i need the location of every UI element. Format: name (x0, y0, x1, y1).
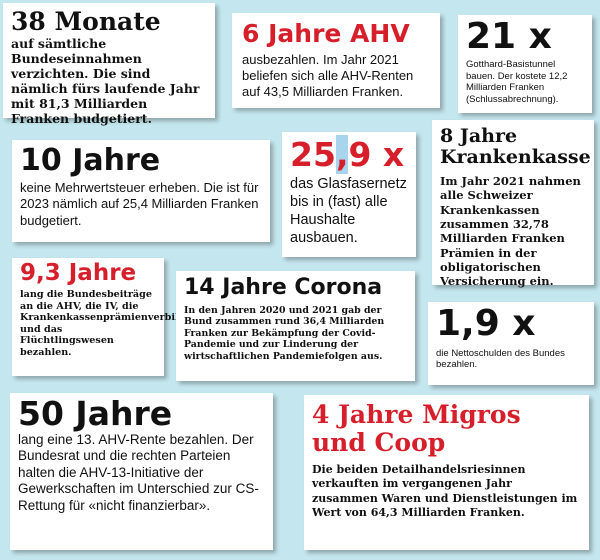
card-text: ausbezahlen. Im Jahr 2021 beliefen sich … (242, 52, 414, 99)
card-title: 50 Jahre (18, 394, 173, 433)
card-21x: 21 x Gotthard-Basistunnel bauen. Der kos… (458, 15, 592, 113)
card-title: 6 Jahre AHV (242, 19, 410, 48)
card-4-jahre-migros-coop: 4 Jahre Migros und Coop Die beiden Detai… (304, 395, 589, 550)
card-title: 25,9 x (290, 135, 408, 174)
card-text: die Nettoschulden des Bundes bezahlen. (436, 348, 565, 371)
card-text: lang die Bundesbeiträge an die AHV, die … (20, 289, 227, 358)
title-part: 9 x (348, 135, 405, 174)
card-text: lang eine 13. AHV-Rente bezahlen. Der Bu… (18, 432, 259, 513)
card-text: keine Mehrwertsteuer erheben. Die ist fü… (20, 180, 259, 228)
card-title: 21 x (466, 16, 552, 57)
card-title: 38 Monate (11, 7, 161, 36)
card-14-jahre-corona: 14 Jahre Corona In den Jahren 2020 und 2… (176, 271, 415, 381)
card-title: 9,3 Jahre (20, 260, 137, 286)
card-8-jahre-krankenkasse: 8 Jahre Krankenkasse Im Jahr 2021 nahmen… (432, 120, 594, 288)
card-text: das Glasfasernetz bis in (fast) alle Hau… (290, 176, 407, 247)
card-title: 4 Jahre Migros und Coop (312, 400, 521, 457)
card-50-jahre: 50 Jahre lang eine 13. AHV-Rente bezahle… (10, 393, 273, 550)
card-10-jahre: 10 Jahre keine Mehrwertsteuer erheben. D… (12, 140, 270, 242)
card-text: Die beiden Detailhandelsriesinnen verkau… (312, 463, 578, 519)
card-38-monate: 38 Monate auf sämtliche Bundeseinnahmen … (3, 3, 215, 126)
card-text: Gotthard-Basistunnel bauen. Der kostete … (466, 59, 568, 105)
card-title: 1,9 x (436, 303, 536, 344)
title-comma-highlight: , (335, 135, 349, 174)
card-text: In den Jahren 2020 und 2021 gab der Bund… (184, 305, 385, 362)
card-6-jahre-ahv: 6 Jahre AHV ausbezahlen. Im Jahr 2021 be… (232, 13, 440, 108)
card-title: 10 Jahre (20, 143, 161, 178)
card-title: 8 Jahre Krankenkasse (440, 125, 591, 168)
card-title: 14 Jahre Corona (184, 275, 383, 300)
card-text: Im Jahr 2021 nahmen alle Schweizer Krank… (440, 173, 581, 289)
card-25-9x: 25,9 x das Glasfasernetz bis in (fast) a… (282, 132, 416, 257)
card-9-3-jahre: 9,3 Jahre lang die Bundesbeiträge an die… (12, 258, 227, 376)
card-1-9x: 1,9 x die Nettoschulden des Bundes bezah… (428, 302, 594, 385)
title-part: 25 (290, 135, 336, 174)
card-text: auf sämtliche Bundeseinnahmen verzichten… (11, 36, 200, 126)
